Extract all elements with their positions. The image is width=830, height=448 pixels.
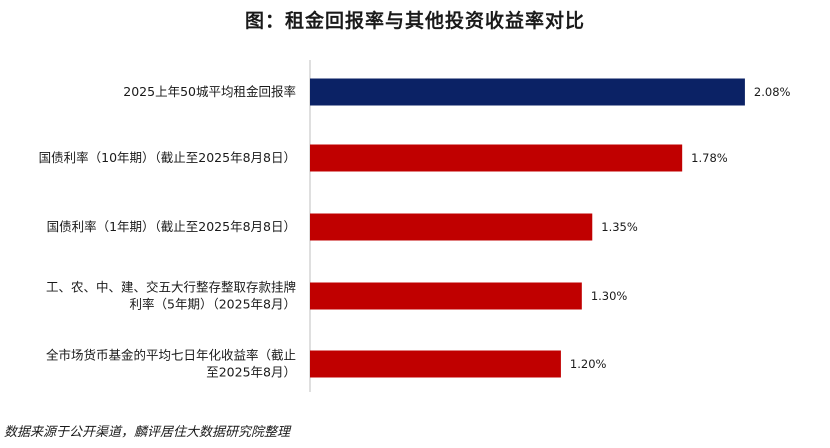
category-label-2-line-0: 国债利率（1年期）（截止至2025年8月8日）: [47, 219, 296, 234]
category-label-4-line-0: 全市场货币基金的平均七日年化收益率（截止: [46, 348, 296, 363]
category-label-0-line-0: 2025上年50城平均租金回报率: [123, 84, 296, 99]
value-label-4: 1.20%: [570, 357, 607, 371]
value-label-1: 1.78%: [691, 151, 728, 165]
value-label-2: 1.35%: [601, 220, 638, 234]
category-label-3-line-0: 工、农、中、建、交五大行整存整取存款挂牌: [46, 280, 296, 295]
value-label-3: 1.30%: [591, 289, 628, 303]
bar-4: [310, 350, 561, 378]
category-label-1-line-0: 国债利率（10年期）（截止至2025年8月8日）: [39, 150, 296, 165]
bar-3: [310, 282, 582, 310]
value-label-0: 2.08%: [754, 85, 791, 99]
category-label-4-line-1: 至2025年8月）: [206, 365, 296, 380]
category-label-3-line-1: 利率（5年期）（2025年8月）: [130, 297, 296, 312]
chart-title: 图：租金回报率与其他投资收益率对比: [244, 10, 585, 32]
bar-0: [310, 78, 745, 106]
source-note: 数据来源于公开渠道，麟评居住大数据研究院整理: [4, 425, 291, 440]
bar-1: [310, 144, 683, 172]
bar-2: [310, 213, 593, 241]
